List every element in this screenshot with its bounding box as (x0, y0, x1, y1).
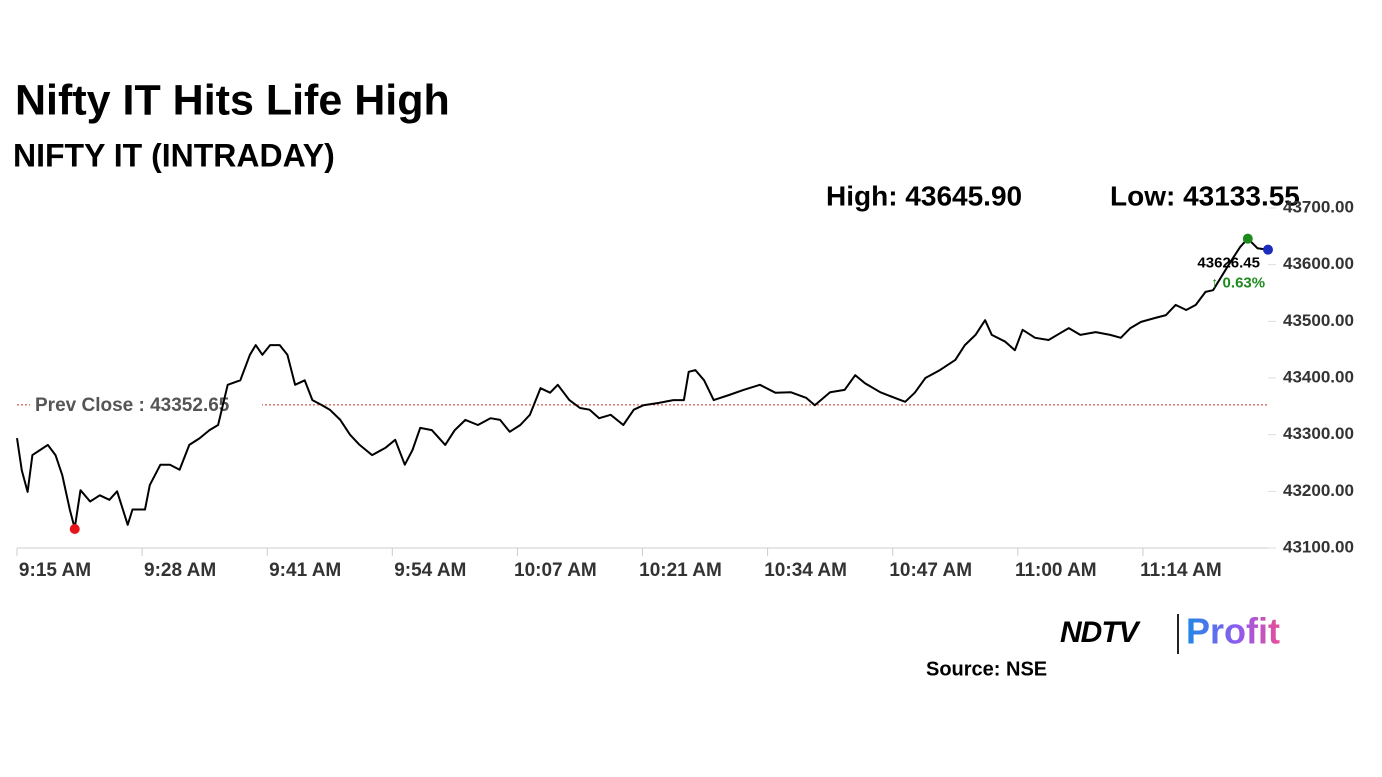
y-tick-label: 43100.00 (1283, 537, 1354, 556)
y-tick-label: 43400.00 (1283, 367, 1354, 386)
price-line (16, 237, 1269, 530)
high-label: High: 43645.90 (826, 180, 1022, 211)
chart-subtitle: NIFTY IT (INTRADAY) (13, 137, 335, 173)
y-tick-label: 43500.00 (1283, 311, 1354, 330)
low-label: Low: 43133.55 (1110, 180, 1300, 211)
x-tick-label: 9:41 AM (269, 560, 341, 581)
y-tick-label: 43600.00 (1283, 254, 1354, 273)
source: Source: NSE (926, 658, 1047, 680)
y-tick-label: 43200.00 (1283, 481, 1354, 500)
last-value-label: 43626.45 (1197, 255, 1260, 272)
last-change-label: ↑ 0.63% (1211, 275, 1265, 292)
brand-name: NDTV (1060, 616, 1142, 649)
x-tick-label: 10:21 AM (639, 560, 722, 581)
y-tick-label: 43700.00 (1283, 197, 1354, 216)
x-tick-label: 10:47 AM (889, 560, 972, 581)
x-tick-label: 11:00 AM (1015, 560, 1097, 581)
chart-title: Nifty IT Hits Life High (15, 76, 450, 124)
x-tick-label: 11:14 AM (1140, 560, 1222, 581)
prev-close-label: Prev Close : 43352.65 (35, 395, 230, 416)
x-tick-label: 10:34 AM (764, 560, 847, 581)
high-marker (1242, 233, 1253, 244)
brand-product: Profit (1186, 611, 1280, 652)
low-marker (69, 523, 80, 534)
x-tick-label: 9:54 AM (394, 560, 466, 581)
last-marker (1263, 244, 1273, 255)
y-tick-label: 43300.00 (1283, 424, 1354, 443)
x-tick-label: 10:07 AM (514, 560, 597, 581)
x-tick-label: 9:15 AM (19, 560, 91, 581)
x-tick-label: 9:28 AM (144, 560, 216, 581)
